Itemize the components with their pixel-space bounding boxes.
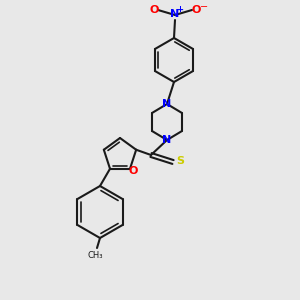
Text: N: N — [162, 99, 172, 109]
Text: CH₃: CH₃ — [87, 251, 103, 260]
Text: O: O — [128, 166, 138, 176]
Text: N: N — [162, 135, 172, 145]
Text: S: S — [176, 156, 184, 166]
Text: +: + — [176, 5, 184, 14]
Text: −: − — [200, 2, 208, 12]
Text: O: O — [191, 5, 201, 15]
Text: O: O — [149, 5, 159, 15]
Text: N: N — [170, 9, 180, 19]
